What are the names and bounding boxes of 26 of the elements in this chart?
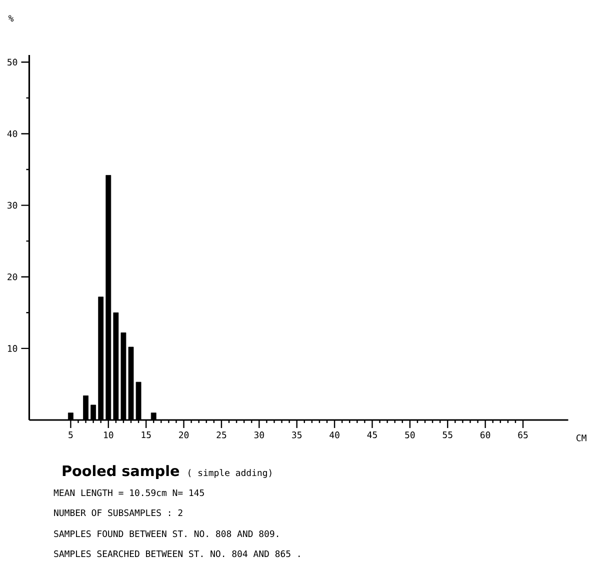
text: SAMPLES SEARCHED BETWEEN ST. NO. 804 AND 865 . <box>54 550 300 558</box>
x-tick-label: 15 <box>142 432 151 438</box>
y-tick-label: 30 <box>8 202 18 209</box>
x-tick-label: 45 <box>367 432 377 438</box>
y-tick-label: 10 <box>8 345 18 352</box>
text: ( simple adding) <box>188 469 272 478</box>
text: MEAN LENGTH = 10.59cm N= 145 <box>54 489 204 496</box>
x-tick-label: 50 <box>405 432 415 438</box>
x-tick-label: 65 <box>518 432 528 438</box>
y-tick-label: 40 <box>7 130 18 138</box>
x-tick-label: 55 <box>442 432 452 438</box>
y-tick-label: 50 <box>8 58 18 66</box>
x-tick-label: 40 <box>330 432 340 438</box>
x-tick-label: 60 <box>480 432 490 438</box>
text: NUMBER OF SUBSAMPLES : 2 <box>54 509 182 516</box>
x-tick-label: 10 <box>104 432 114 438</box>
x-axis-title: CM <box>576 434 586 442</box>
y-axis-title: % <box>8 15 14 22</box>
text: Pooled sample <box>62 465 180 479</box>
x-tick-label: 35 <box>292 432 302 438</box>
x-tick-label: 5 <box>68 432 73 438</box>
x-tick-label: 20 <box>179 432 189 438</box>
y-tick-label: 20 <box>8 273 18 280</box>
x-tick-label: 25 <box>216 432 226 438</box>
text: SAMPLES FOUND BETWEEN ST. NO. 808 AND 809. <box>54 530 278 538</box>
x-tick-label: 30 <box>254 432 264 438</box>
